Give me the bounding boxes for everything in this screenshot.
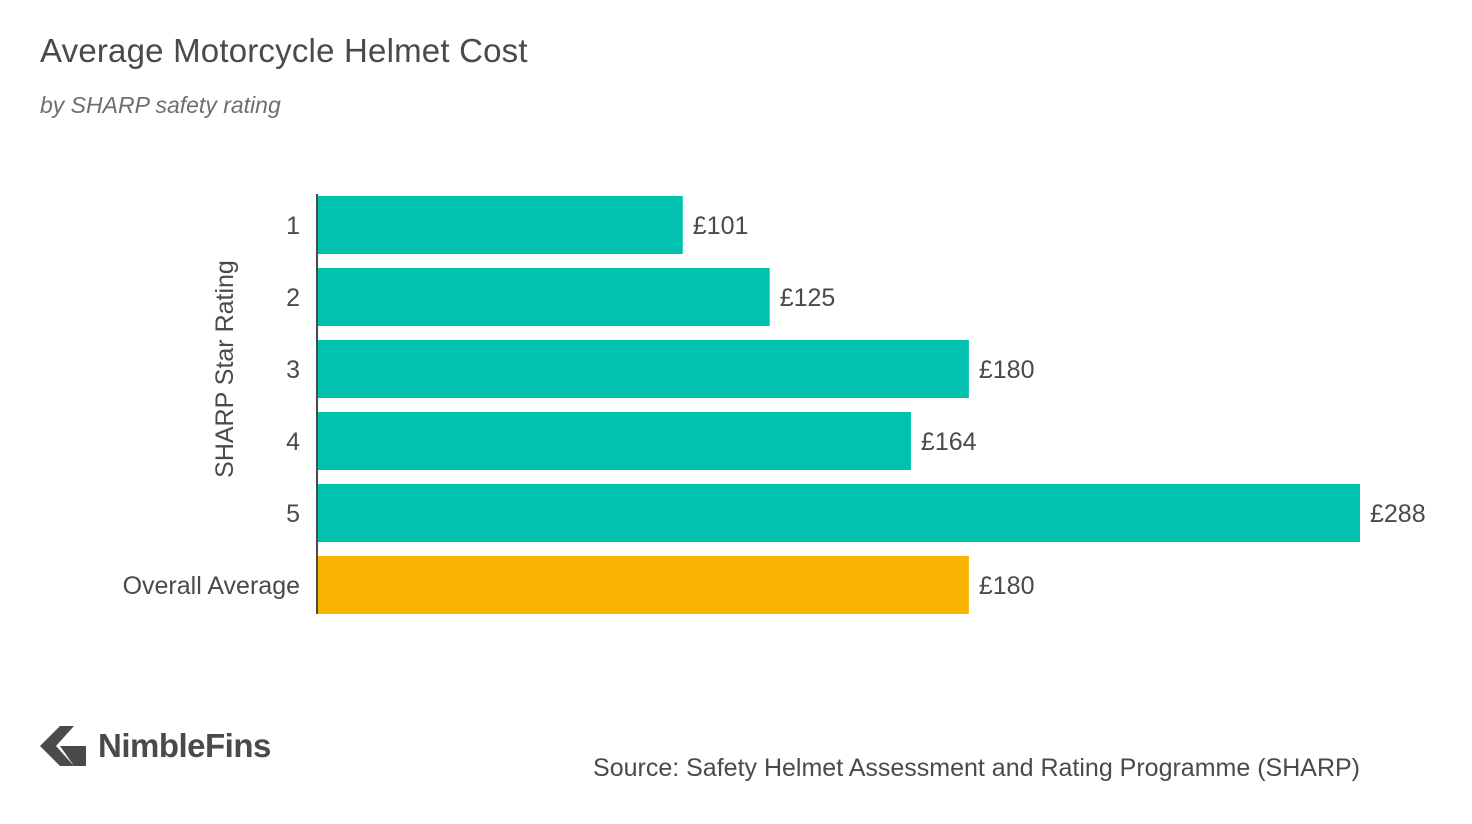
logo-text: NimbleFins [98, 727, 271, 764]
y-tick-label: 3 [286, 356, 300, 384]
bar-rating-1 [317, 196, 683, 254]
data-label: £180 [979, 572, 1035, 600]
data-label: £180 [979, 356, 1035, 384]
bar-rating-3 [317, 340, 969, 398]
data-label: £164 [921, 428, 977, 456]
bar-rating-4 [317, 412, 911, 470]
bar-chart: £101 1 £125 2 £180 3 £164 4 £288 5 £180 Overall Ave… [123, 194, 1426, 614]
data-label: £125 [780, 284, 836, 312]
source-note: Source: Safety Helmet Assessment and Rat… [593, 754, 1360, 782]
bar-rating-5 [317, 484, 1360, 542]
bar-rating-2 [317, 268, 770, 326]
data-label: £101 [693, 212, 749, 240]
chart-title: Average Motorcycle Helmet Cost [40, 32, 528, 69]
y-tick-label: 2 [286, 284, 300, 312]
data-label: £288 [1370, 500, 1426, 528]
y-axis-label: SHARP Star Rating [211, 260, 239, 478]
chart-subtitle: by SHARP safety rating [40, 92, 281, 118]
bar-overall-average [317, 556, 969, 614]
nimblefins-logo: NimbleFins [40, 726, 271, 766]
nimblefins-logo-icon [40, 726, 86, 766]
y-tick-label: 5 [286, 500, 300, 528]
y-tick-label: 1 [286, 212, 300, 240]
y-tick-label: Overall Average [123, 572, 300, 600]
y-tick-label: 4 [286, 428, 300, 456]
